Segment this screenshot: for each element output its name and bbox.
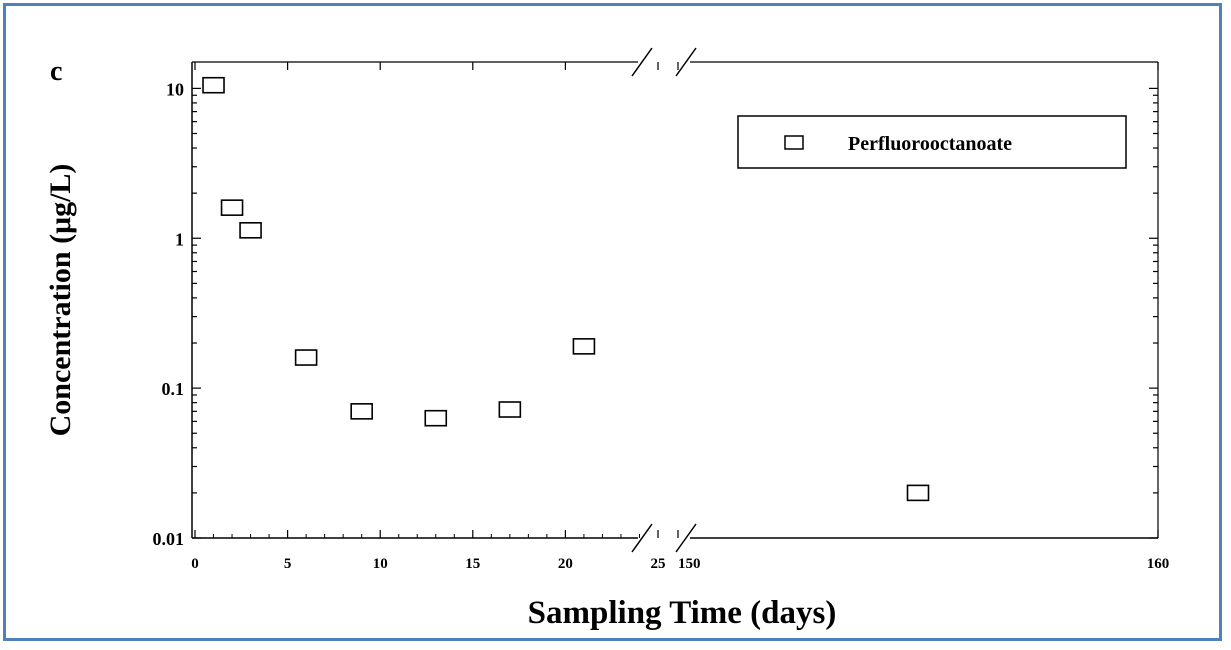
x-tick-label: 5 bbox=[284, 556, 292, 572]
legend-label: Perfluorooctanoate bbox=[848, 133, 1012, 155]
data-point bbox=[220, 199, 244, 216]
data-point bbox=[572, 338, 596, 355]
y-tick-label: 1 bbox=[175, 229, 184, 249]
x-tick-label: 160 bbox=[1147, 556, 1170, 572]
x-tick-label: 0 bbox=[191, 556, 199, 572]
axis-ticks: 0.01 0.1 1 10 0 5 10 15 20 25 150 160 bbox=[153, 62, 1170, 572]
data-point bbox=[424, 409, 448, 427]
x-tick-label: 150 bbox=[678, 556, 701, 572]
data-point bbox=[202, 76, 225, 94]
data-point bbox=[498, 401, 522, 418]
plot-axes bbox=[191, 47, 1159, 553]
panel-label: c bbox=[50, 56, 62, 87]
y-axis-title: Concentration (μg/L) bbox=[44, 164, 77, 437]
legend: Perfluorooctanoate bbox=[737, 115, 1127, 169]
data-point bbox=[294, 349, 318, 366]
x-tick-label: 15 bbox=[465, 556, 480, 572]
axis-break-mark bbox=[675, 523, 697, 553]
data-points bbox=[202, 76, 930, 502]
data-point bbox=[239, 222, 262, 239]
y-tick-label: 10 bbox=[166, 79, 184, 99]
data-point bbox=[906, 484, 930, 502]
figure-frame bbox=[3, 3, 1222, 641]
legend-marker bbox=[784, 135, 804, 150]
x-tick-label: 20 bbox=[558, 556, 573, 572]
x-axis-title: Sampling Time (days) bbox=[528, 595, 837, 631]
x-tick-label: 25 bbox=[651, 556, 666, 572]
x-tick-label: 10 bbox=[373, 556, 388, 572]
axis-break-mark bbox=[675, 47, 697, 77]
axis-break-mark bbox=[631, 47, 653, 77]
data-point bbox=[350, 403, 373, 420]
y-tick-label: 0.1 bbox=[162, 379, 185, 399]
axis-break-mark bbox=[631, 523, 653, 553]
y-tick-label: 0.01 bbox=[153, 529, 185, 549]
